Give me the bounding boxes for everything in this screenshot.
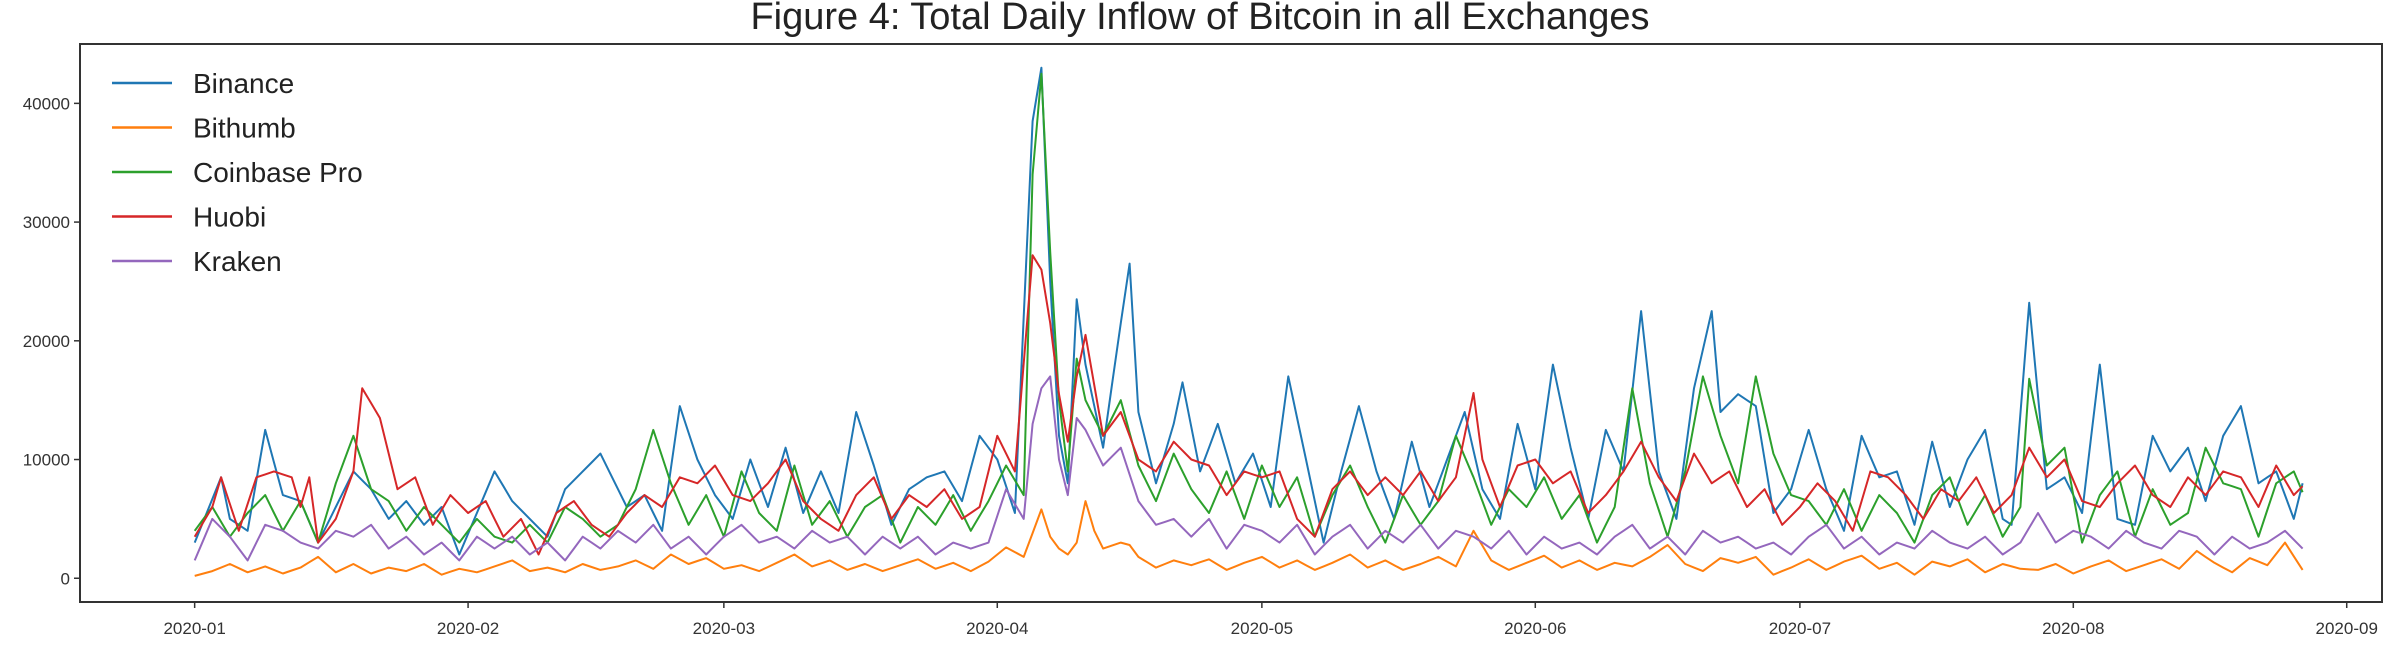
legend-label-binance: Binance (193, 68, 294, 99)
series-line-binance (193, 66, 2304, 556)
plot-frame (79, 43, 2383, 603)
x-tick-label: 2020-04 (966, 619, 1028, 638)
x-tick-label: 2020-01 (163, 619, 225, 638)
y-tick-label: 40000 (23, 94, 70, 113)
x-tick-label: 2020-08 (2042, 619, 2104, 638)
plot-lines (193, 66, 2304, 577)
y-tick-label: 10000 (23, 451, 70, 470)
series-line-coinbase-pro (193, 72, 2304, 544)
legend-label-kraken: Kraken (193, 246, 282, 277)
legend-label-bithumb: Bithumb (193, 113, 296, 144)
chart-title: Figure 4: Total Daily Inflow of Bitcoin … (750, 0, 1650, 38)
series-line-kraken (193, 375, 2304, 562)
x-tick-label: 2020-07 (1769, 619, 1831, 638)
x-tick-label: 2020-03 (693, 619, 755, 638)
y-tick-label: 0 (61, 569, 70, 588)
y-tick-label: 30000 (23, 213, 70, 232)
legend-label-huobi: Huobi (193, 202, 266, 233)
x-tick-label: 2020-02 (437, 619, 499, 638)
y-axis: 0 10000 20000 30000 40000 (23, 94, 80, 588)
legend-label-coinbase-pro: Coinbase Pro (193, 157, 363, 188)
x-tick-label: 2020-09 (2316, 619, 2378, 638)
x-tick-label: 2020-06 (1504, 619, 1566, 638)
x-tick-label: 2020-05 (1231, 619, 1293, 638)
series-line-bithumb (194, 500, 2304, 577)
series-line-huobi (193, 254, 2304, 556)
x-axis: 2020-01 2020-02 2020-03 2020-04 2020-05 2020-… (163, 602, 2378, 638)
y-tick-label: 20000 (23, 332, 70, 351)
legend: Binance Bithumb Coinbase Pro Huobi Kraken (112, 68, 363, 277)
